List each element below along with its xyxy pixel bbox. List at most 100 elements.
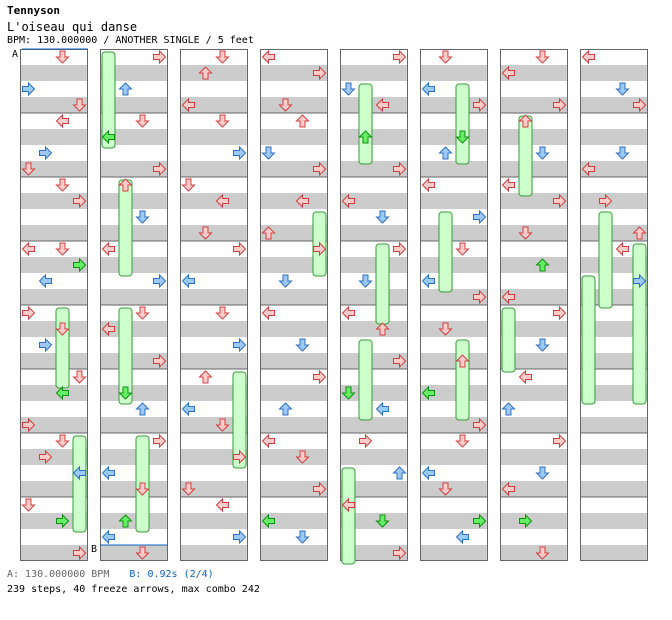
- beat-stripe: [100, 385, 168, 401]
- beat-stripe: [100, 321, 168, 337]
- step-arrow: [39, 145, 53, 161]
- beat-stripe: [100, 545, 168, 561]
- chart-column: [420, 49, 488, 561]
- beat-stripe: [260, 545, 328, 561]
- freeze-arrow: [55, 307, 70, 389]
- beat-stripe: [100, 129, 168, 145]
- step-arrow: [153, 273, 167, 289]
- beat-stripe: [340, 417, 408, 433]
- beat-stripe: [340, 353, 408, 369]
- beat-stripe: [340, 513, 408, 529]
- beat-stripe: [180, 385, 248, 401]
- beat-stripe: [180, 417, 248, 433]
- step-arrow: [118, 178, 133, 192]
- beat-stripe: [340, 385, 408, 401]
- step-arrow: [153, 433, 167, 449]
- step-arrow: [501, 65, 515, 81]
- beat-stripe: [420, 289, 488, 305]
- step-arrow: [473, 209, 487, 225]
- beat-stripe: [180, 321, 248, 337]
- step-arrow: [375, 514, 390, 528]
- beat-stripe: [260, 129, 328, 145]
- step-arrow: [215, 50, 230, 64]
- beat-stripe: [180, 97, 248, 113]
- step-arrow: [633, 97, 647, 113]
- freeze-arrow: [358, 83, 373, 165]
- freeze-arrow: [358, 339, 373, 421]
- step-arrow: [393, 545, 407, 561]
- step-arrow: [599, 193, 613, 209]
- step-arrow: [118, 386, 133, 400]
- step-arrow: [101, 465, 115, 481]
- beat-stripe: [420, 65, 488, 81]
- beat-stripe: [340, 129, 408, 145]
- step-arrow: [421, 177, 435, 193]
- freeze-arrow: [598, 211, 613, 309]
- step-arrow: [341, 193, 355, 209]
- step-arrow: [341, 497, 355, 513]
- beat-stripe: [580, 385, 648, 401]
- beat-stripe: [180, 545, 248, 561]
- beat-stripe: [420, 193, 488, 209]
- step-arrow: [295, 450, 310, 464]
- beat-stripe: [260, 417, 328, 433]
- step-arrow: [632, 226, 647, 240]
- beat-stripe: [420, 449, 488, 465]
- song-title: L'oiseau qui danse: [7, 20, 138, 34]
- beat-stripe: [340, 545, 408, 561]
- freeze-arrow: [375, 243, 390, 325]
- freeze-arrow: [232, 371, 247, 469]
- beat-stripe: [180, 193, 248, 209]
- step-arrow: [313, 161, 327, 177]
- step-arrow: [73, 193, 87, 209]
- step-arrow: [153, 353, 167, 369]
- beat-stripe: [100, 225, 168, 241]
- step-arrow: [535, 546, 550, 560]
- beat-stripe: [500, 161, 568, 177]
- step-arrow: [518, 226, 533, 240]
- step-arrow: [455, 242, 470, 256]
- step-arrow: [198, 370, 213, 384]
- beat-stripe: [500, 289, 568, 305]
- freeze-arrow: [118, 179, 133, 277]
- step-arrow: [615, 241, 629, 257]
- beat-stripe: [180, 257, 248, 273]
- artist-name: Tennyson: [7, 4, 60, 17]
- beat-stripe: [500, 97, 568, 113]
- beat-stripe: [180, 289, 248, 305]
- chart-column: [500, 49, 568, 561]
- step-arrow: [313, 65, 327, 81]
- step-arrow: [581, 49, 595, 65]
- beat-stripe: [500, 417, 568, 433]
- beat-stripe: [580, 513, 648, 529]
- step-arrow: [421, 273, 435, 289]
- freeze-arrow: [501, 307, 516, 373]
- beat-stripe: [420, 385, 488, 401]
- step-arrow: [375, 97, 389, 113]
- step-arrow: [535, 146, 550, 160]
- beat-stripe: [580, 417, 648, 433]
- beat-stripe: [260, 289, 328, 305]
- beat-stripe: [260, 225, 328, 241]
- step-arrow: [278, 98, 293, 112]
- beat-stripe: [100, 353, 168, 369]
- step-arrow: [375, 322, 390, 336]
- column-frame: [260, 49, 328, 561]
- step-arrow: [295, 114, 310, 128]
- beat-stripe: [580, 225, 648, 241]
- marker-a: A: [12, 49, 18, 60]
- step-arrow: [101, 529, 115, 545]
- step-arrow: [421, 465, 435, 481]
- step-arrow: [535, 258, 550, 272]
- beat-stripe: [180, 225, 248, 241]
- beat-stripe: [340, 193, 408, 209]
- step-arrow: [22, 417, 36, 433]
- beat-stripe: [340, 321, 408, 337]
- step-arrow: [473, 417, 487, 433]
- beat-stripe: [580, 193, 648, 209]
- step-arrow: [215, 193, 229, 209]
- step-arrow: [393, 161, 407, 177]
- step-arrow: [153, 161, 167, 177]
- beat-stripe: [20, 225, 88, 241]
- beat-stripe: [180, 513, 248, 529]
